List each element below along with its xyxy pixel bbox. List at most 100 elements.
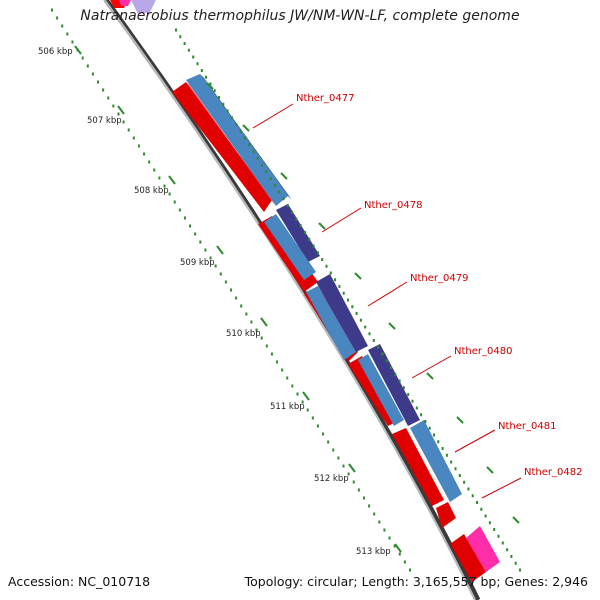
backbone-shadow [103,0,481,600]
ruler-dot-inner [276,360,279,364]
ruler-dot-inner [393,544,396,548]
ruler-dot-inner [194,232,197,236]
ruler-dot-inner [342,464,345,468]
gene-label: Nther_0481 [498,421,556,432]
ruler-dot-inner [127,128,130,132]
ruler-major-tick [216,245,224,255]
ruler-tick-label: 512 kbp [314,474,349,484]
red-feature-1 [172,82,272,212]
ruler-dot-inner [224,280,227,284]
gene-leader-line [454,429,496,453]
ruler-dot-outer [411,399,414,403]
ruler-major-tick [394,543,402,553]
ruler-dot-outer [402,386,405,390]
ruler-dot-inner [388,536,391,540]
ruler-dot-inner [189,224,192,228]
ruler-major-tick [260,317,268,327]
ruler-dot-inner [199,240,202,244]
ruler-dot-outer [329,271,332,275]
gene-label: Nther_0482 [524,467,582,478]
ruler-dot-outer [415,406,418,410]
ruler-dot-inner [235,296,238,300]
gene-label: Nther_0480 [454,346,512,357]
ruler-dot-inner [245,312,248,316]
ruler-dot-inner [291,384,294,388]
ruler-dot-outer [226,109,229,113]
ruler-dot-outer [501,541,504,545]
ruler-dot-outer [209,82,212,86]
gene-label: Nther_0478 [364,200,422,211]
ruler-dot-outer [506,548,509,552]
gene-bar-5 [410,420,462,502]
map-title: Natranaerobius thermophilus JW/NM-WN-LF,… [80,8,520,24]
ruler-dot-inner [250,320,253,324]
ruler-dot-inner [91,72,94,76]
ruler-dot-outer [351,305,354,309]
ruler-dot-outer [510,555,513,558]
ruler-dot-inner [270,352,273,356]
ruler-dot-outer [433,433,435,437]
ruler-dot-outer [471,494,474,498]
ruler-dot-inner [102,88,105,92]
ruler-dot-outer [261,163,263,167]
ruler-dot-outer [222,102,225,106]
ruler-tick-label: 507 kbp [87,116,122,126]
ruler-dot-outer [454,467,457,471]
gene-label: Nther_0479 [410,273,468,284]
pink-feature [466,526,500,572]
ruler-dot-inner [219,272,222,276]
ruler-major-tick [354,272,362,280]
ruler-dot-inner [301,400,304,404]
ruler-dot-outer [239,129,242,133]
gene-bar-1 [186,74,288,206]
ruler-dot-outer [364,325,367,329]
ruler-dot-outer [269,177,272,180]
ruler-dot-inner [137,144,140,148]
ruler-dot-outer [312,244,315,248]
ruler-dot-outer [355,312,358,315]
ruler-dot-outer [325,264,328,268]
ruler-dot-outer [420,413,423,417]
ruler-dot-outer [342,291,345,295]
gene-bar-4b [358,354,404,426]
ruler-dot-outer [407,393,410,396]
ruler-dot-outer [291,210,294,214]
ruler-dot-outer [385,359,388,363]
red-feature-7 [450,534,486,582]
ruler-dot-inner [209,256,212,260]
ruler-dot-outer [179,35,182,39]
ruler-dot-outer [493,528,496,531]
top-pink-feature [119,0,131,6]
ruler-tick-label: 511 kbp [270,402,305,412]
ruler-dot-inner [322,432,325,436]
genome-summary: Topology: circular; Length: 3,165,557 bp… [244,574,588,589]
ruler-dot-outer [218,96,220,99]
ruler-dot-inner [158,176,161,180]
ruler-dot-inner [352,480,355,484]
ruler-dot-inner [378,520,381,524]
ruler-dot-outer [265,170,268,174]
gene-bar-3b [306,286,356,360]
ruler-dot-outer [519,568,521,572]
ruler-dot-outer [252,150,255,153]
gene-bar-2b [264,214,316,280]
gene-bar-4 [368,344,420,426]
ruler-dot-inner [306,408,309,412]
gene-bar-3 [316,274,368,352]
gene-leader-line [481,477,522,499]
ruler-dot-outer [248,143,251,147]
ruler-dot-outer [183,42,186,45]
ruler-dot-outer [428,426,431,430]
ruler-dot-inner [362,496,365,500]
ruler-dot-inner [173,200,176,204]
ruler-dot-inner [97,80,100,84]
ruler-dot-outer [321,258,324,261]
ruler-tick-label: 510 kbp [226,329,261,339]
ruler-major-tick [512,516,520,524]
ruler-dot-inner [286,376,289,380]
ruler-dot-inner [107,96,110,100]
ruler-dot-inner [296,392,299,396]
ruler-dot-outer [282,197,285,201]
gene-bar-2 [276,204,320,262]
